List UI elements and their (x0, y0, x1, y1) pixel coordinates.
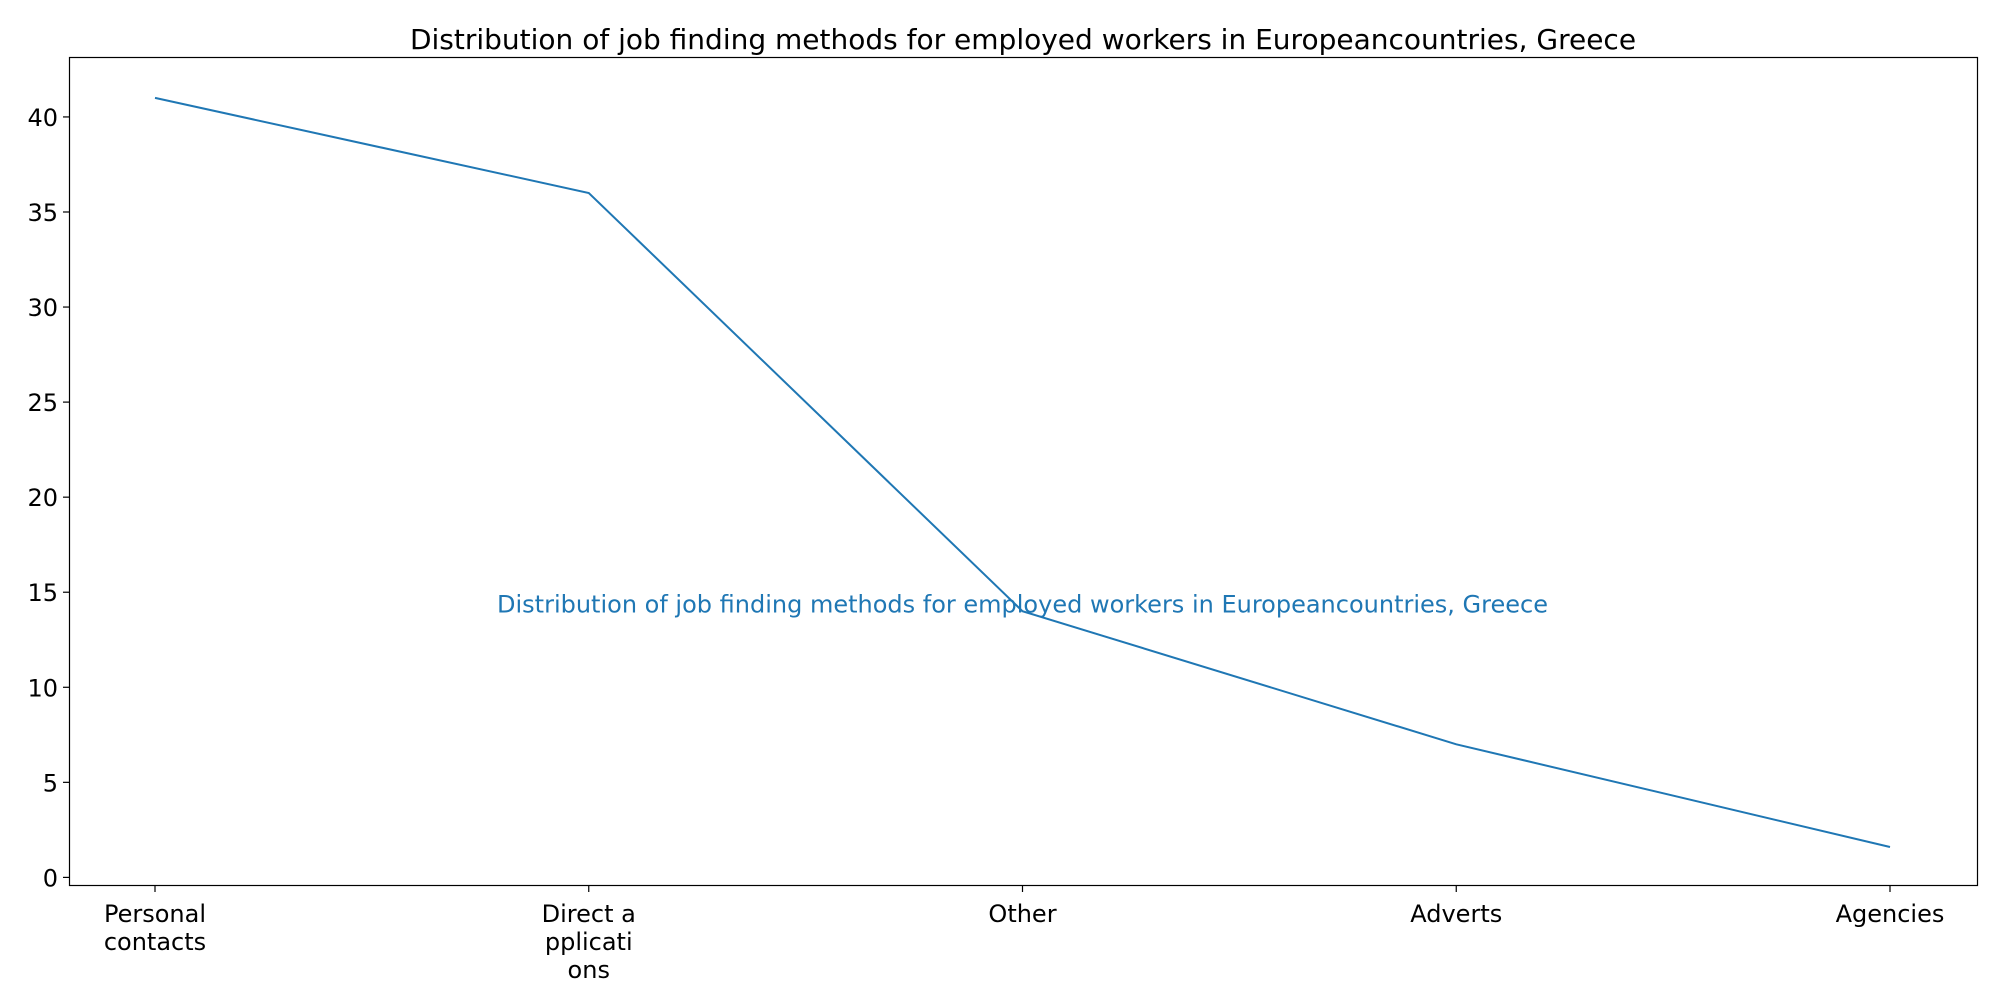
x-axis: Personal contacts Direct a pplicati ons Other… (104, 885, 1945, 984)
y-axis: 0 5 10 15 20 25 30 35 40 (27, 104, 70, 892)
x-tick-label: Direct a pplicati ons (542, 900, 636, 984)
x-tick-label: Other (988, 900, 1056, 928)
y-tick-label: 15 (27, 579, 58, 607)
y-tick-label: 40 (27, 104, 58, 132)
y-tick-label: 20 (27, 484, 58, 512)
y-tick-label: 10 (27, 674, 58, 702)
plot-frame (68, 56, 1979, 887)
y-tick-label: 0 (43, 864, 58, 892)
y-tick-label: 25 (27, 389, 58, 417)
chart-title: Distribution of job finding methods for … (410, 23, 1636, 56)
x-tick-label: Adverts (1410, 900, 1502, 928)
series-layer (154, 96, 1891, 848)
x-tick-label: Personal contacts (104, 900, 206, 956)
y-tick-label: 5 (43, 769, 58, 797)
chart-annotation: Distribution of job finding methods for … (497, 591, 1548, 619)
x-tick-label: Agencies (1836, 900, 1945, 928)
y-tick-label: 35 (27, 199, 58, 227)
y-tick-label: 30 (27, 294, 58, 322)
series-line (154, 96, 1891, 848)
